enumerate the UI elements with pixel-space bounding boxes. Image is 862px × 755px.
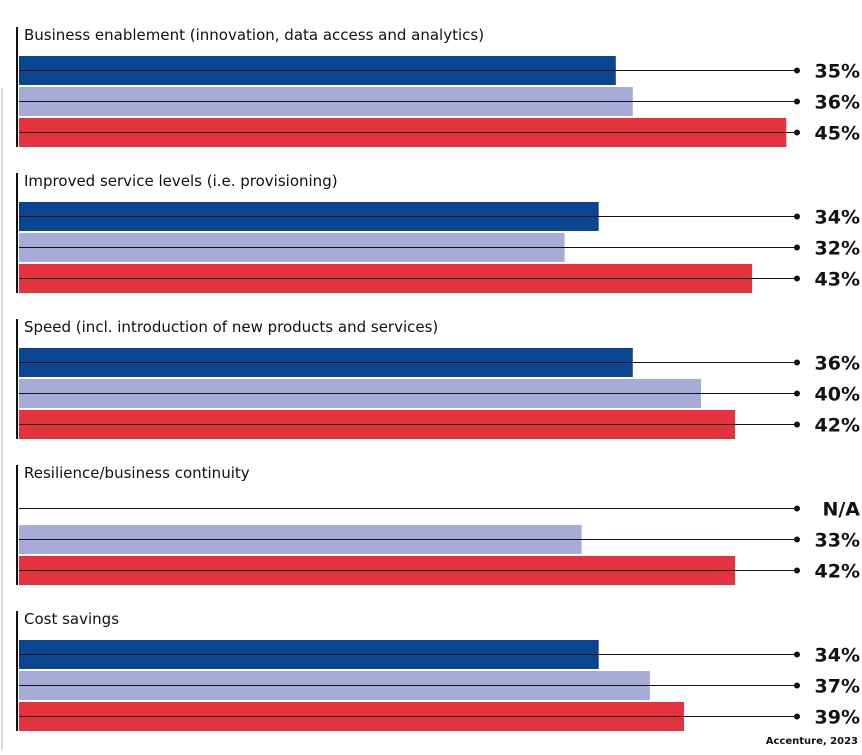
category-label: Cost savings <box>24 610 119 628</box>
value-label: 34% <box>815 207 860 229</box>
category-label: Business enablement (innovation, data ac… <box>24 26 484 44</box>
value-label: 35% <box>815 61 860 83</box>
value-label: 33% <box>815 530 860 552</box>
value-label: 40% <box>815 384 860 406</box>
value-label: 45% <box>815 123 860 145</box>
leader-dot <box>794 213 800 220</box>
value-label: 42% <box>815 561 860 583</box>
category-label: Speed (incl. introduction of new product… <box>24 318 438 336</box>
leader-dot <box>794 244 800 251</box>
value-label: 36% <box>815 353 860 375</box>
value-label: 42% <box>815 415 860 437</box>
leader-dot <box>794 682 800 689</box>
category-label: Improved service levels (i.e. provisioni… <box>24 172 338 190</box>
leader-dot <box>794 536 800 543</box>
source-credit: Accenture, 2023 <box>765 736 858 747</box>
value-label: 39% <box>815 707 860 729</box>
value-label: 37% <box>815 676 860 698</box>
leader-dot <box>794 505 800 512</box>
leader-dot <box>794 567 800 574</box>
leader-dot <box>794 98 800 105</box>
value-label: N/A <box>822 499 860 521</box>
value-label: 36% <box>815 92 860 114</box>
value-label: 34% <box>815 645 860 667</box>
leader-dot <box>794 67 800 74</box>
leader-dot <box>794 421 800 428</box>
leader-dot <box>794 651 800 658</box>
value-label: 43% <box>815 269 860 291</box>
leader-dot <box>794 359 800 366</box>
leader-dot <box>794 390 800 397</box>
leader-dot <box>794 129 800 136</box>
category-label: Resilience/business continuity <box>24 464 250 482</box>
leader-dot <box>794 713 800 720</box>
value-label: 32% <box>815 238 860 260</box>
leader-dot <box>794 275 800 282</box>
